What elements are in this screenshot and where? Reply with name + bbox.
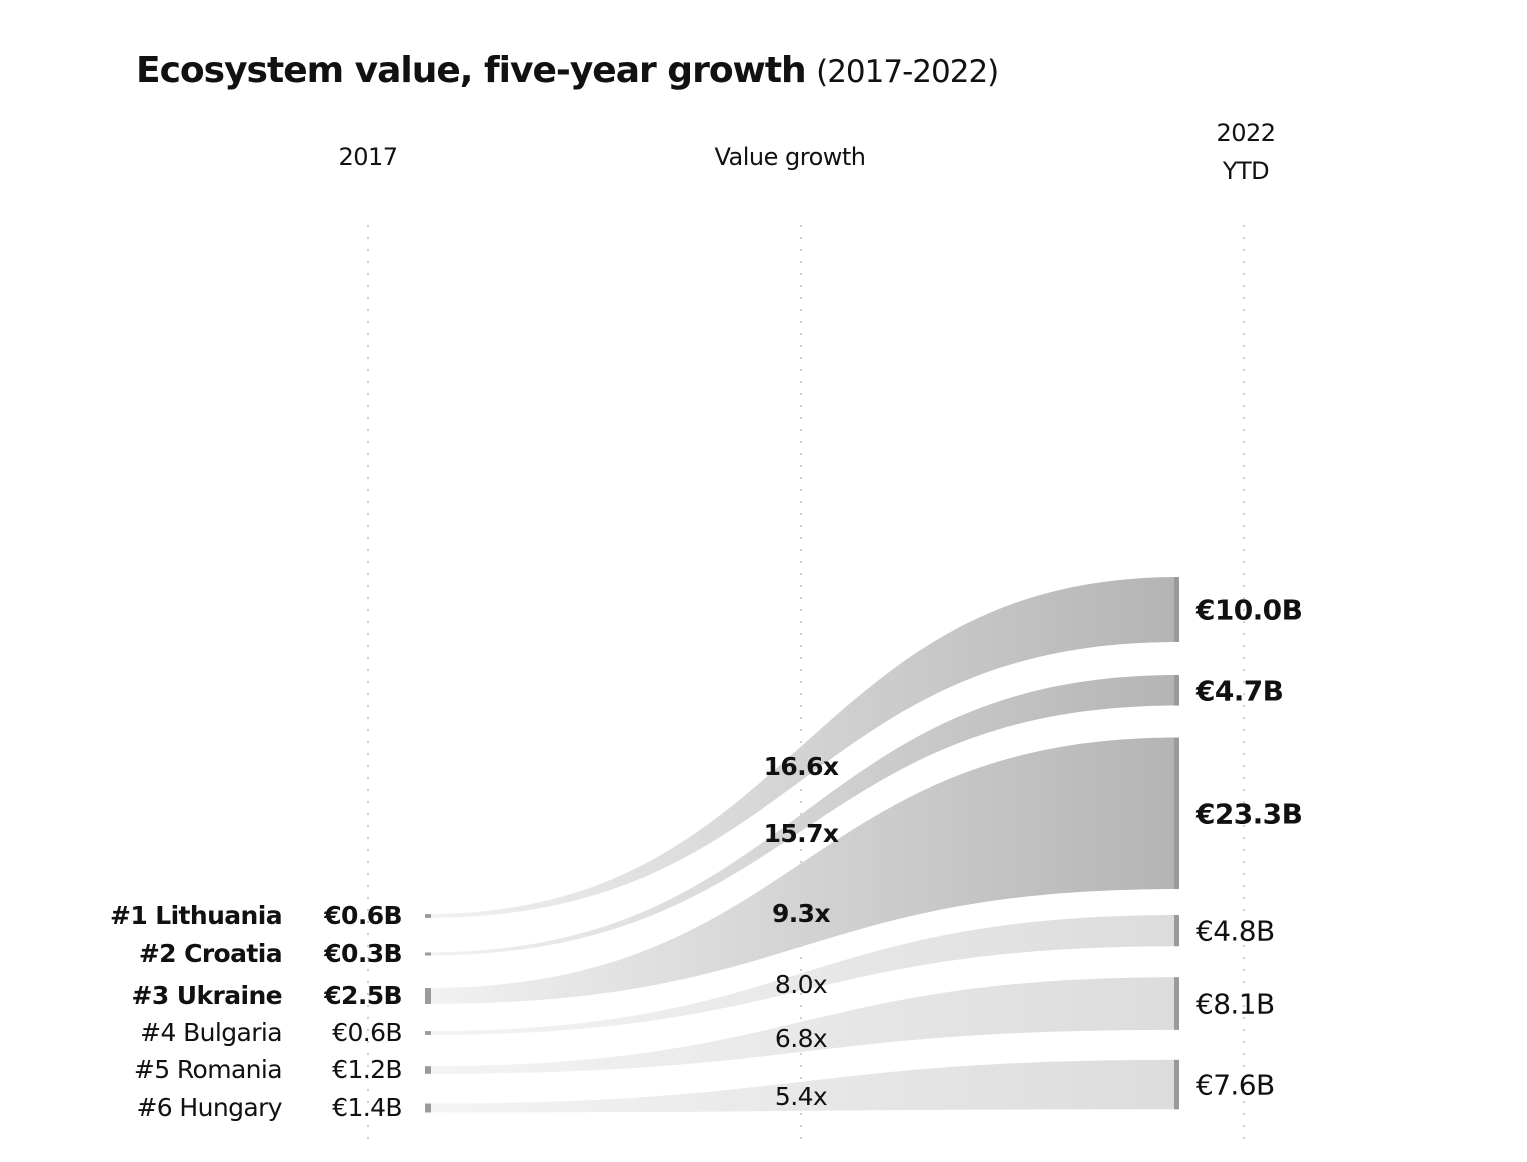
flow-band-ukraine <box>426 737 1178 1004</box>
column-header-ytd: YTD <box>1222 157 1270 185</box>
chart-title: Ecosystem value, five-year growth (2017-… <box>136 50 999 91</box>
start-marker-lithuania <box>425 914 431 918</box>
column-header-value-growth: Value growth <box>714 143 866 171</box>
start-marker-romania <box>425 1066 431 1074</box>
value-2017-lithuania: €0.6B <box>323 901 402 930</box>
column-header-2022-ytd: 2022 YTD <box>1196 114 1296 190</box>
country-label-ukraine: #3 Ukraine <box>132 981 283 1010</box>
column-header-2017: 2017 <box>338 143 398 171</box>
country-label-hungary: #6 Hungary <box>136 1093 282 1122</box>
start-marker-croatia <box>425 952 431 956</box>
chart-title-main: Ecosystem value, five-year growth <box>136 50 807 91</box>
country-label-bulgaria: #4 Bulgaria <box>140 1018 282 1047</box>
value-2017-bulgaria: €0.6B <box>332 1018 402 1047</box>
end-marker-ukraine <box>1174 737 1179 889</box>
value-2022-lithuania: €10.0B <box>1195 594 1302 627</box>
growth-label-hungary: 5.4x <box>775 1082 827 1111</box>
growth-label-croatia: 15.7x <box>764 819 839 848</box>
flow-band-croatia <box>426 675 1178 956</box>
value-2017-hungary: €1.4B <box>332 1093 402 1122</box>
flow-band-hungary <box>426 1059 1178 1113</box>
labels: #1 Lithuania €0.6B 16.6x €10.0B #2 Croatia €0… <box>110 594 1303 1123</box>
start-marker-hungary <box>425 1103 431 1113</box>
flow-band-romania <box>426 977 1178 1074</box>
chart-title-sub: (2017-2022) <box>816 54 999 90</box>
value-2017-croatia: €0.3B <box>323 939 402 968</box>
end-marker-bulgaria <box>1174 915 1179 947</box>
guide-lines <box>367 225 1245 1140</box>
value-2017-ukraine: €2.5B <box>323 981 402 1010</box>
country-label-croatia: #2 Croatia <box>139 939 282 968</box>
column-header-2022: 2022 <box>1216 119 1276 147</box>
flow-band-bulgaria <box>426 915 1178 1035</box>
country-label-romania: #5 Romania <box>134 1055 282 1084</box>
growth-label-romania: 6.8x <box>775 1024 827 1053</box>
end-marker-romania <box>1174 977 1179 1030</box>
value-2022-hungary: €7.6B <box>1196 1069 1275 1102</box>
end-marker-lithuania <box>1174 577 1179 642</box>
value-2022-romania: €8.1B <box>1196 988 1275 1021</box>
country-label-lithuania: #1 Lithuania <box>110 901 282 930</box>
value-2017-romania: €1.2B <box>332 1055 402 1084</box>
flow-band-lithuania <box>426 577 1178 918</box>
start-marker-bulgaria <box>425 1031 431 1035</box>
growth-label-lithuania: 16.6x <box>764 752 839 781</box>
value-2022-bulgaria: €4.8B <box>1196 915 1275 948</box>
growth-label-bulgaria: 8.0x <box>775 970 827 999</box>
end-marker-croatia <box>1174 675 1179 706</box>
end-marker-hungary <box>1174 1059 1179 1110</box>
flow-bands <box>425 577 1179 1113</box>
growth-label-ukraine: 9.3x <box>772 899 830 928</box>
start-marker-ukraine <box>425 988 431 1004</box>
value-2022-croatia: €4.7B <box>1195 674 1283 707</box>
value-2022-ukraine: €23.3B <box>1195 797 1302 830</box>
